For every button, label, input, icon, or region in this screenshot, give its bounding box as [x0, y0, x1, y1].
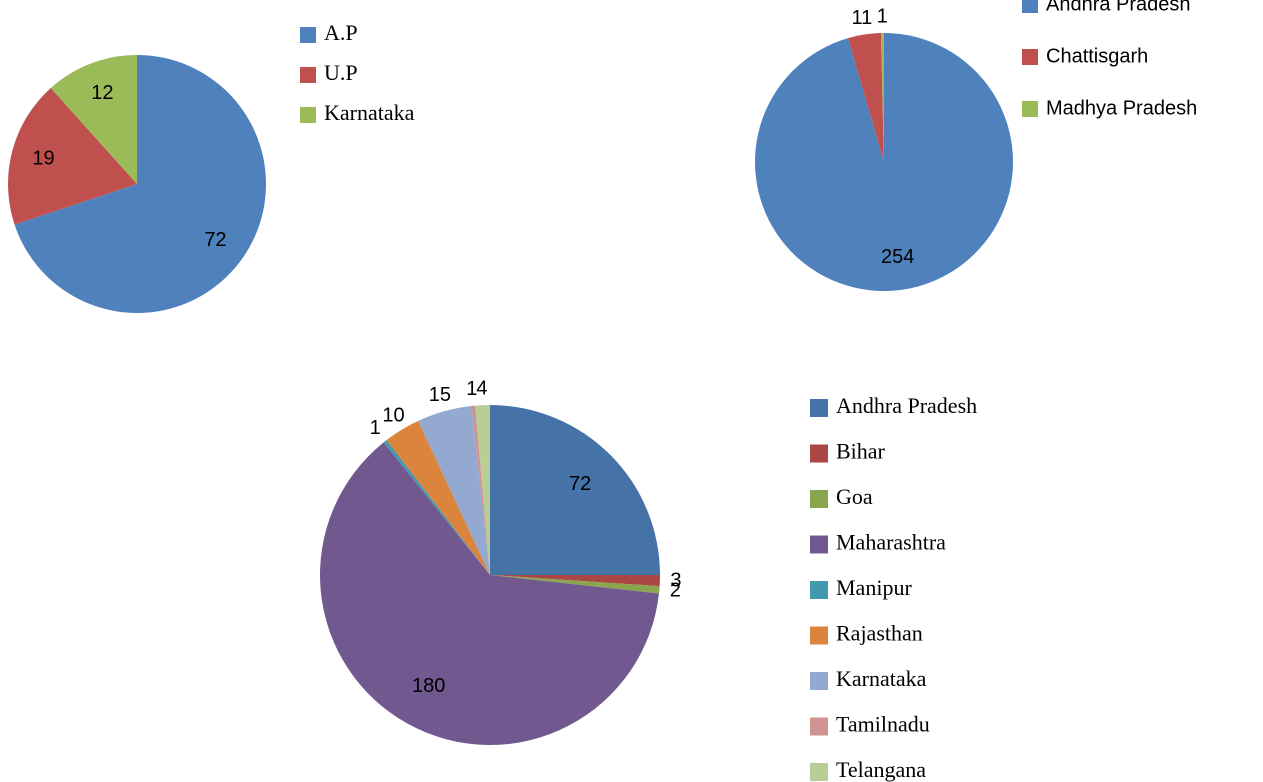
pie-slice	[880, 33, 884, 162]
pie-slice	[471, 405, 490, 575]
pie-slice	[490, 575, 660, 594]
data-label: 180	[412, 675, 445, 697]
legend-swatch	[810, 535, 828, 554]
legend-swatch	[1022, 0, 1038, 13]
pie-slice	[418, 406, 490, 575]
pie-slice	[14, 55, 267, 313]
legend-label: Maharashtra	[836, 530, 946, 555]
legend-swatch	[810, 490, 828, 508]
data-label: 12	[91, 82, 113, 104]
data-label: 1	[466, 378, 477, 400]
data-label: 1	[877, 5, 888, 27]
legend-swatch	[1022, 49, 1038, 65]
data-label: 72	[204, 229, 226, 251]
legend-label: Manipur	[836, 575, 912, 600]
legend-label: Goa	[836, 484, 873, 509]
legend-label: A.P	[324, 20, 358, 45]
legend-label: Rajasthan	[836, 621, 923, 646]
legend-swatch	[810, 581, 828, 599]
legend-label: Madhya Pradesh	[1046, 97, 1197, 119]
pie-slice	[490, 405, 660, 575]
data-label: 72	[569, 473, 591, 495]
legend-label: Bihar	[836, 439, 886, 464]
pie-slice	[383, 440, 490, 575]
legend-swatch	[300, 27, 316, 43]
legend-label: Tamilnadu	[836, 712, 930, 737]
legend-swatch	[810, 444, 828, 463]
data-label: 15	[429, 384, 451, 406]
pie-slice	[475, 405, 490, 575]
legend-swatch	[300, 107, 316, 123]
legend-label: U.P	[324, 60, 358, 85]
data-label: 10	[382, 404, 404, 426]
legend-swatch	[300, 67, 316, 83]
data-label: 11	[851, 7, 872, 29]
legend-swatch	[1022, 101, 1038, 117]
pie-slice	[50, 55, 137, 184]
data-label: 1	[370, 417, 381, 439]
legend-swatch	[810, 763, 828, 781]
legend-swatch	[810, 672, 828, 690]
pie-slice	[490, 575, 660, 587]
legend-swatch	[810, 626, 828, 645]
pie-slice	[847, 33, 884, 163]
pie-slice	[7, 88, 137, 225]
legend-swatch	[810, 399, 828, 417]
legend-label: Karnataka	[836, 666, 927, 691]
legend-label: Telangana	[836, 757, 926, 782]
data-label: 254	[881, 246, 914, 268]
legend-label: Andhra Pradesh	[836, 393, 977, 418]
data-label: 3	[670, 569, 681, 591]
data-label: 19	[32, 147, 54, 169]
data-label: 2	[670, 579, 681, 601]
pie-slice	[320, 442, 659, 746]
legend-label: Chattisgarh	[1046, 45, 1148, 67]
legend-swatch	[810, 717, 828, 736]
legend-label: Karnataka	[324, 100, 415, 125]
pie-slice	[386, 420, 490, 575]
legend-label: Andhra Pradesh	[1046, 0, 1191, 15]
pie-slice	[754, 33, 1013, 292]
data-label: 4	[476, 377, 487, 399]
